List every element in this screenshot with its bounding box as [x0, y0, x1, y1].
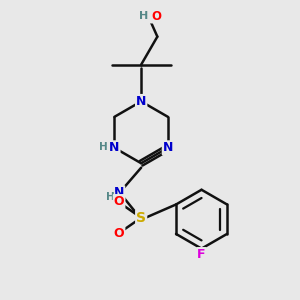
- Text: O: O: [114, 227, 124, 240]
- Text: O: O: [151, 10, 161, 22]
- Text: N: N: [163, 141, 173, 154]
- Text: N: N: [136, 95, 146, 108]
- Text: H: H: [106, 192, 115, 202]
- Text: F: F: [197, 248, 206, 261]
- Text: H: H: [140, 11, 149, 21]
- Text: S: S: [136, 211, 146, 225]
- Text: N: N: [109, 141, 120, 154]
- Text: O: O: [114, 195, 124, 208]
- Text: N: N: [114, 186, 124, 199]
- Text: H: H: [99, 142, 108, 152]
